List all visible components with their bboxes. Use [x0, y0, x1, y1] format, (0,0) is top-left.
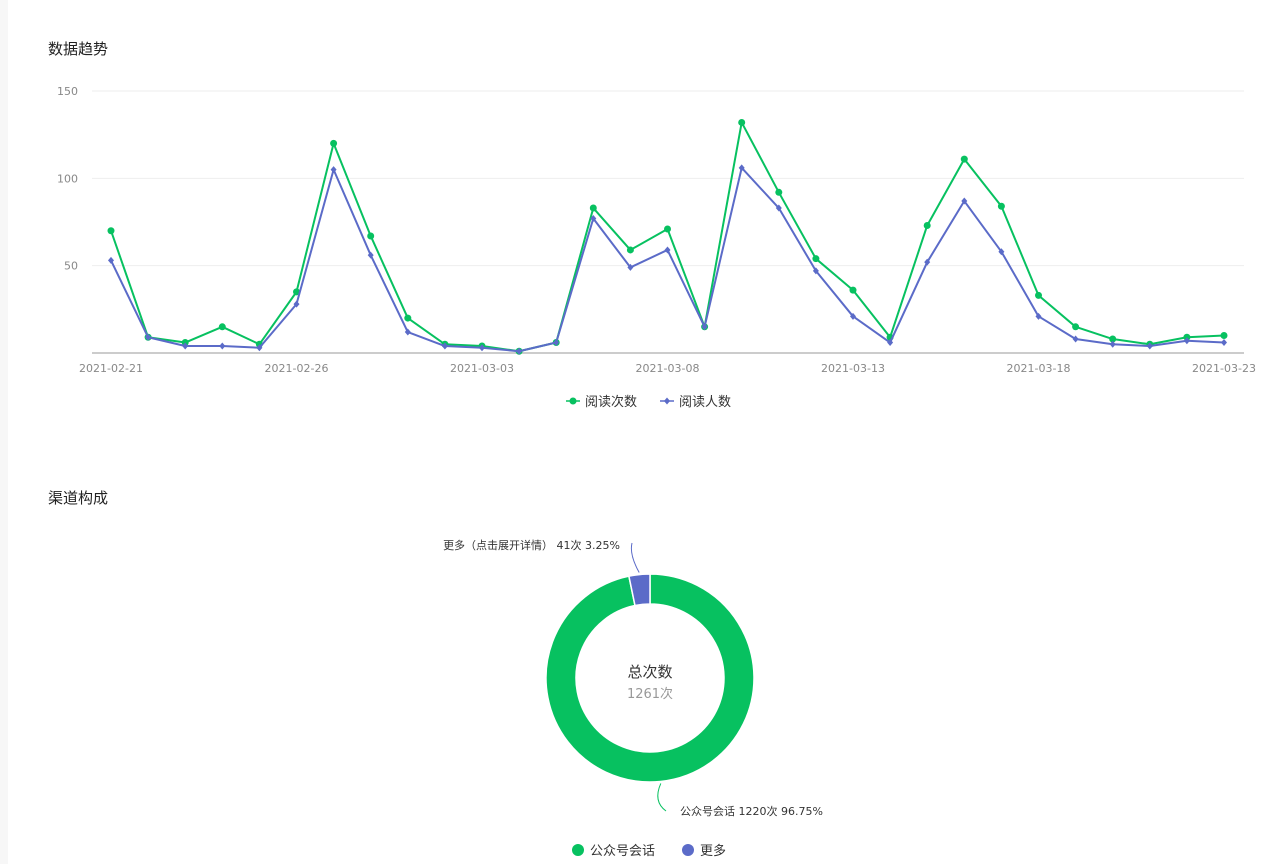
y-tick-label: 50: [64, 260, 78, 273]
data-point-readers[interactable]: [627, 263, 634, 271]
slice-label: 更多（点击展开详情） 41次 3.25%: [443, 538, 620, 552]
legend-dot: [572, 844, 584, 856]
trend-line-chart: 50 100 150 2021-02-21 2021-02-26 2021-03-03 20…: [57, 85, 1256, 410]
channel-section-title: 渠道构成: [48, 489, 109, 507]
slice-leader-line: [657, 783, 667, 812]
data-point-readers[interactable]: [293, 300, 300, 308]
data-point-readers[interactable]: [553, 339, 560, 347]
donut-center-label: 总次数: [627, 663, 672, 681]
data-point-readers[interactable]: [1183, 337, 1190, 345]
data-point-readers[interactable]: [404, 328, 411, 336]
legend-label: 阅读次数: [585, 394, 637, 410]
data-point-reads[interactable]: [664, 225, 671, 233]
data-point-readers[interactable]: [775, 204, 782, 212]
x-tick-label: 2021-03-13: [821, 362, 885, 375]
x-tick-label: 2021-02-26: [265, 362, 329, 375]
data-point-reads[interactable]: [404, 314, 412, 322]
data-point-readers[interactable]: [145, 333, 152, 341]
data-point-readers[interactable]: [1035, 312, 1042, 320]
data-point-reads[interactable]: [1035, 291, 1042, 299]
data-point-readers[interactable]: [961, 197, 968, 205]
data-point-readers[interactable]: [516, 347, 523, 355]
x-tick-label: 2021-02-21: [79, 362, 143, 375]
legend-marker-circle: [569, 397, 577, 405]
series-line-2: [110, 166, 1225, 353]
donut-slice[interactable]: [628, 573, 651, 607]
data-point-readers[interactable]: [998, 248, 1005, 256]
data-point-readers[interactable]: [108, 256, 114, 264]
data-point-readers[interactable]: [664, 246, 671, 254]
data-point-readers[interactable]: [701, 323, 708, 331]
legend-marker-diamond: [664, 397, 670, 405]
data-point-reads[interactable]: [997, 202, 1005, 210]
legend-label: 公众号会话: [590, 844, 655, 859]
data-point-reads[interactable]: [107, 227, 115, 235]
data-point-readers[interactable]: [812, 267, 819, 275]
data-point-reads[interactable]: [923, 221, 931, 229]
data-point-readers[interactable]: [1146, 342, 1153, 350]
series-line-1: [110, 121, 1225, 353]
donut-slice[interactable]: [545, 573, 755, 783]
x-tick-label: 2021-03-08: [636, 362, 700, 375]
data-point-readers[interactable]: [1072, 335, 1079, 343]
trend-section-title: 数据趋势: [48, 40, 109, 58]
legend-item-2[interactable]: 阅读人数: [660, 395, 731, 410]
data-point-reads[interactable]: [849, 286, 857, 294]
legend-dot: [682, 844, 694, 856]
data-point-readers[interactable]: [256, 344, 263, 352]
data-point-readers[interactable]: [850, 312, 856, 320]
slice-label: 公众号会话 1220次 96.75%: [680, 804, 823, 818]
data-point-reads[interactable]: [960, 155, 968, 163]
legend-label: 阅读人数: [679, 395, 731, 410]
data-point-reads[interactable]: [1220, 332, 1228, 340]
data-point-reads[interactable]: [367, 232, 375, 240]
x-tick-label: 2021-03-03: [450, 362, 514, 375]
data-point-readers[interactable]: [1221, 339, 1227, 347]
data-point-readers[interactable]: [738, 164, 745, 172]
data-point-reads[interactable]: [1072, 323, 1080, 331]
donut-center-value: 1261次: [627, 686, 673, 702]
data-point-reads[interactable]: [218, 323, 226, 331]
y-tick-label: 100: [57, 172, 78, 185]
legend-label: 更多: [700, 843, 726, 859]
data-point-reads[interactable]: [589, 204, 597, 212]
data-point-readers[interactable]: [924, 258, 931, 266]
data-point-readers[interactable]: [330, 166, 337, 174]
data-point-reads[interactable]: [775, 188, 783, 196]
data-point-readers[interactable]: [479, 344, 485, 352]
data-point-readers[interactable]: [367, 251, 374, 259]
data-point-readers[interactable]: [219, 342, 226, 350]
data-point-reads[interactable]: [626, 246, 634, 254]
data-point-readers[interactable]: [590, 215, 597, 223]
data-point-reads[interactable]: [330, 139, 338, 147]
left-edge: [0, 0, 8, 864]
x-tick-label: 2021-03-23: [1192, 362, 1256, 375]
data-point-readers[interactable]: [182, 342, 189, 350]
legend-item-1[interactable]: 阅读次数: [566, 394, 637, 410]
data-point-reads[interactable]: [1109, 335, 1117, 343]
pie-legend-item[interactable]: 更多: [682, 843, 726, 859]
data-point-readers[interactable]: [887, 339, 894, 347]
data-point-readers[interactable]: [441, 342, 448, 350]
data-point-reads[interactable]: [812, 255, 820, 263]
data-point-reads[interactable]: [293, 288, 300, 296]
data-point-readers[interactable]: [1109, 340, 1116, 348]
pie-legend-item[interactable]: 公众号会话: [572, 844, 655, 859]
slice-leader-line: [630, 542, 640, 573]
x-tick-label: 2021-03-18: [1007, 362, 1071, 375]
data-point-reads[interactable]: [738, 118, 746, 126]
y-tick-label: 150: [57, 85, 78, 98]
